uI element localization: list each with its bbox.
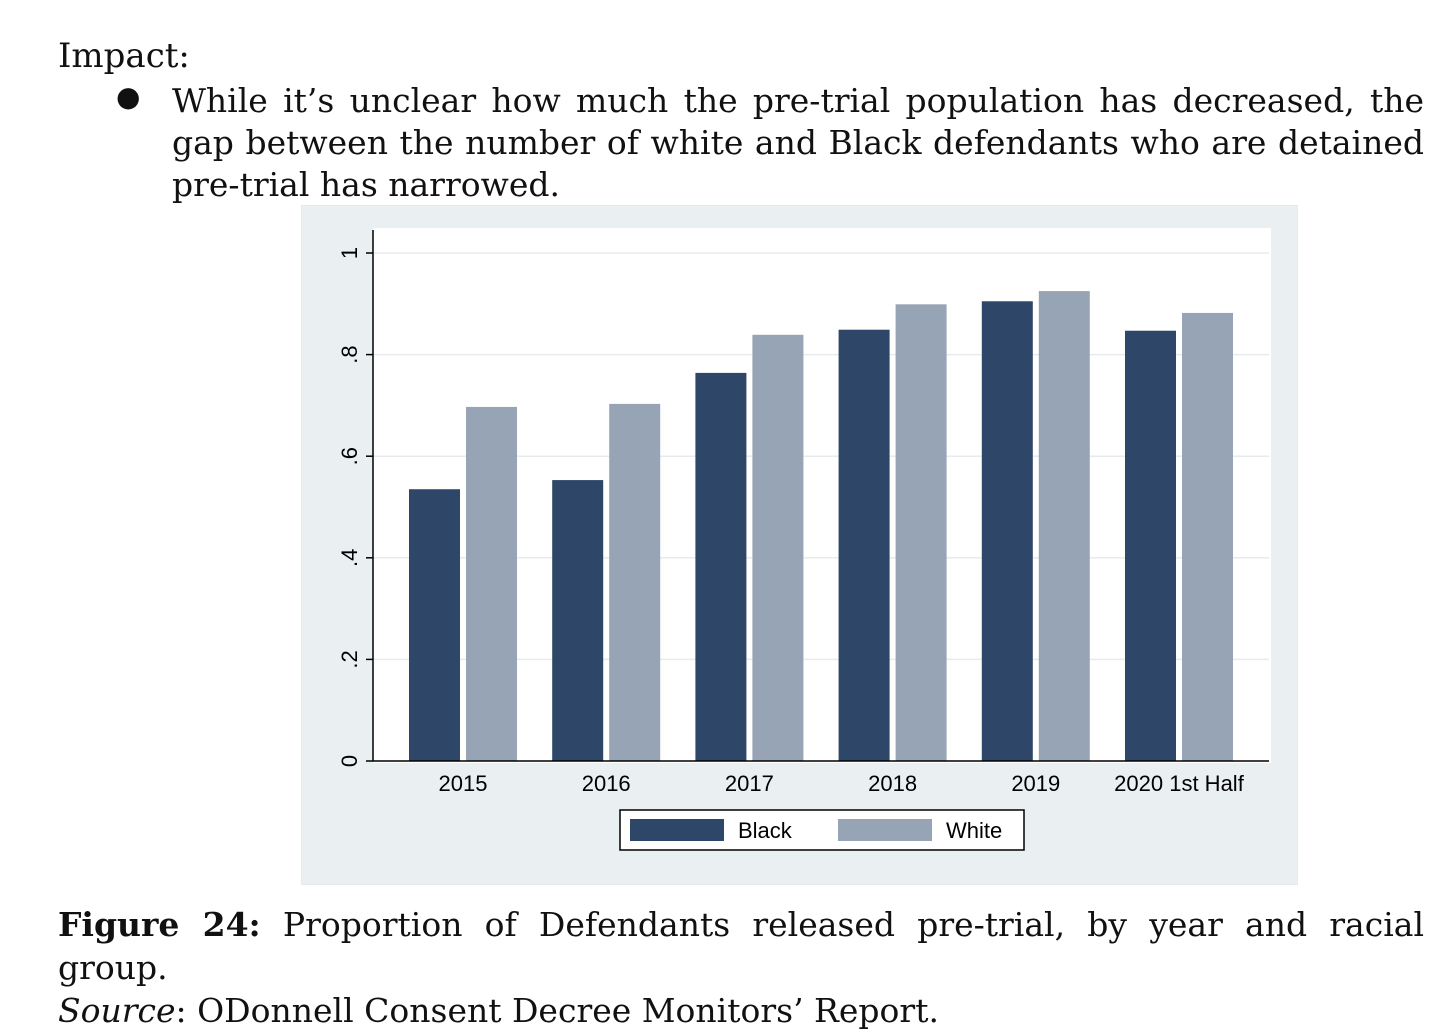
bar-white (1182, 312, 1233, 761)
axes-layer (372, 230, 1269, 762)
figure-caption: Figure 24: Proportion of Defendants rele… (58, 903, 1424, 1032)
ticks-layer: 0 .2 .4 .6 .8 1 2015 2016 2017 2018 2019 2020 1st H… (337, 247, 1245, 796)
bar-black (981, 301, 1033, 761)
bar-black (838, 329, 890, 761)
x-tick-label: 2020 1st Half (1114, 771, 1245, 796)
bar-black (1125, 330, 1176, 761)
bar-black (695, 372, 747, 761)
x-tick-label: 2019 (1011, 771, 1060, 796)
plot-area (373, 228, 1271, 763)
bar-white (752, 334, 804, 761)
y-tick-label: .2 (337, 650, 362, 668)
x-tick-label: 2017 (725, 771, 774, 796)
figure-label: Figure 24: (58, 905, 261, 944)
bar-white (1038, 291, 1090, 761)
y-tick-label: .6 (337, 447, 362, 465)
caption-text: Proportion of Defendants released pre-tr… (58, 905, 1424, 987)
x-tick-label: 2015 (439, 771, 488, 796)
y-tick-label: .4 (337, 549, 362, 567)
source-text: : ODonnell Consent Decree Monitors’ Repo… (175, 991, 939, 1030)
bar-white (895, 304, 947, 761)
bar-black (552, 480, 604, 761)
bar-white (609, 403, 661, 761)
bar-black (409, 489, 460, 761)
bar-white (466, 406, 517, 761)
bars-layer (409, 291, 1233, 761)
impact-heading: Impact: (58, 36, 190, 76)
legend-swatch-black (630, 819, 724, 841)
legend-swatch-white (838, 819, 932, 841)
source-label: Source (58, 991, 176, 1030)
legend-label-black: Black (738, 818, 793, 843)
y-tick-label: 0 (337, 755, 362, 767)
bar-chart: 0 .2 .4 .6 .8 1 2015 2016 2017 2018 2019 2020 1st H… (301, 205, 1298, 885)
grid-layer (373, 252, 1269, 661)
y-tick-label: 1 (337, 247, 362, 259)
x-tick-label: 2016 (582, 771, 631, 796)
x-tick-label: 2018 (868, 771, 917, 796)
legend: Black White (619, 809, 1025, 851)
y-tick-label: .8 (337, 345, 362, 363)
legend-label-white: White (946, 818, 1002, 843)
bullet-dot: ● (116, 80, 141, 113)
bullet-text: While it’s unclear how much the pre-tria… (172, 81, 1424, 204)
